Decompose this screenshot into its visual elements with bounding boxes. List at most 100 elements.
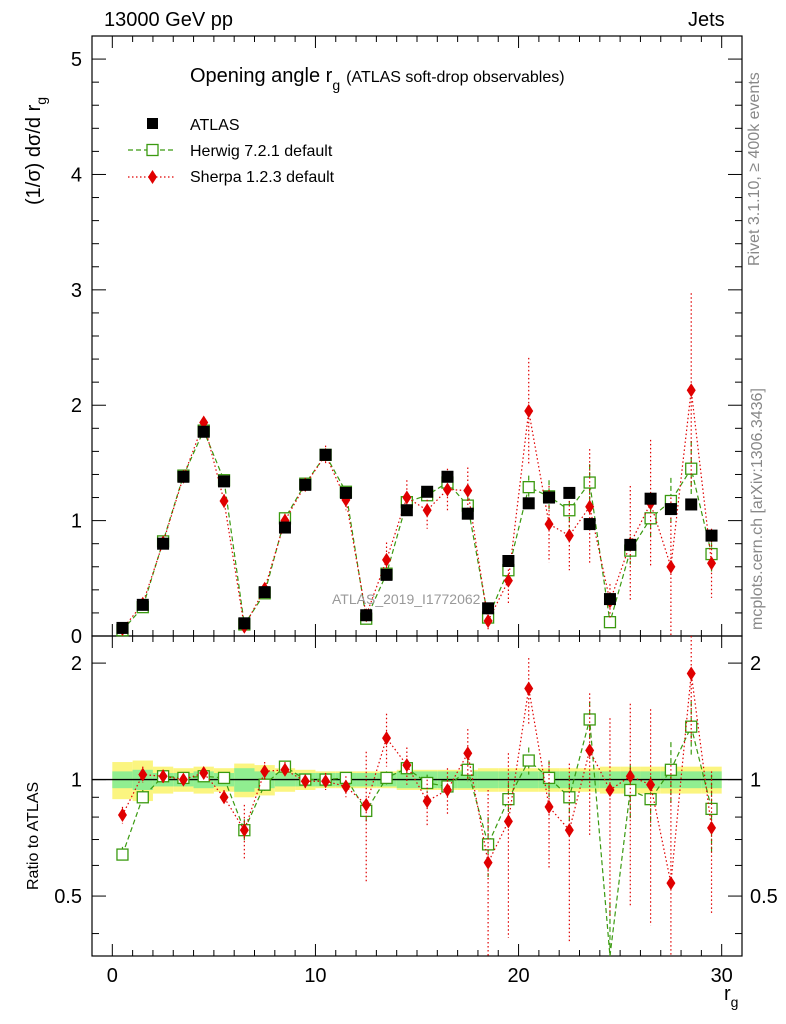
main-y-tick-label: 0 bbox=[71, 626, 82, 648]
sherpa-main-marker bbox=[585, 499, 595, 514]
herwig-ratio-marker bbox=[421, 776, 434, 790]
atlas-main-marker bbox=[644, 492, 657, 505]
mcplots-reference-label: mcplots.cern.ch [arXiv:1306.3436] bbox=[749, 388, 766, 630]
main-y-axis-label: (1/σ) dσ/d rg bbox=[23, 97, 49, 205]
sherpa-main-marker bbox=[402, 490, 412, 505]
sherpa-main-marker bbox=[483, 614, 493, 628]
analysis-watermark: ATLAS_2019_I1772062 bbox=[332, 591, 481, 607]
herwig-ratio-marker bbox=[481, 838, 495, 851]
atlas-main-marker bbox=[339, 486, 352, 499]
herwig-main-marker bbox=[685, 462, 698, 475]
sherpa-ratio-marker bbox=[382, 731, 392, 746]
atlas-main-marker bbox=[421, 485, 434, 498]
sherpa-ratio-marker bbox=[483, 855, 493, 870]
sherpa-ratio-marker bbox=[239, 823, 249, 838]
sherpa-main-marker bbox=[422, 503, 432, 518]
ratio-y-tick-label-right: 1 bbox=[750, 770, 761, 792]
sherpa-ratio-marker bbox=[585, 743, 595, 758]
atlas-main-marker bbox=[299, 478, 312, 491]
legend-herwig-marker bbox=[146, 143, 159, 157]
legend-herwig-label: Herwig 7.2.1 default bbox=[190, 143, 333, 160]
main-series-group bbox=[116, 293, 718, 637]
sherpa-ratio-marker bbox=[422, 794, 432, 809]
atlas-main-marker bbox=[116, 621, 129, 634]
herwig-ratio-line bbox=[121, 719, 713, 957]
sherpa-ratio-marker bbox=[260, 764, 270, 779]
atlas-main-marker bbox=[482, 602, 495, 615]
ratio-y-tick-label: 2 bbox=[71, 653, 82, 675]
atlas-main-marker bbox=[319, 448, 332, 461]
sherpa-main-marker bbox=[524, 404, 534, 418]
ratio-y-tick-label: 1 bbox=[71, 770, 82, 792]
atlas-main-marker bbox=[400, 504, 413, 517]
sherpa-ratio-marker bbox=[321, 774, 331, 789]
atlas-main-marker bbox=[177, 470, 190, 483]
atlas-main-marker bbox=[197, 425, 210, 438]
atlas-main-marker bbox=[380, 568, 393, 581]
rivet-version-label: Rivet 3.1.10, ≥ 400k events bbox=[746, 72, 763, 266]
sherpa-ratio-marker bbox=[341, 779, 351, 794]
atlas-main-marker bbox=[258, 586, 271, 599]
herwig-main-line bbox=[122, 429, 713, 631]
atlas-main-marker bbox=[522, 497, 535, 510]
herwig-ratio-marker bbox=[258, 778, 271, 791]
atlas-main-marker bbox=[360, 609, 373, 622]
x-tick-label: 20 bbox=[507, 965, 529, 987]
sherpa-ratio-marker bbox=[646, 777, 656, 792]
herwig-ratio-marker bbox=[116, 848, 129, 861]
sherpa-main-marker bbox=[219, 494, 229, 508]
sherpa-ratio-marker bbox=[117, 807, 127, 822]
chart-title: Opening angle rg (ATLAS soft-drop observa… bbox=[190, 65, 565, 93]
sherpa-ratio-marker bbox=[280, 762, 290, 777]
sherpa-ratio-marker bbox=[463, 746, 473, 761]
ratio-y-tick-label: 0.5 bbox=[54, 886, 82, 908]
atlas-main-marker bbox=[563, 486, 576, 499]
herwig-ratio-marker bbox=[380, 771, 393, 785]
herwig-ratio-marker bbox=[502, 793, 515, 806]
atlas-main-marker bbox=[157, 537, 170, 550]
ratio-y-tick-label-right: 0.5 bbox=[750, 886, 778, 908]
main-y-tick-label: 4 bbox=[71, 164, 82, 186]
x-tick-label: 0 bbox=[107, 965, 118, 987]
atlas-main-marker bbox=[664, 503, 677, 516]
sherpa-main-marker bbox=[503, 573, 513, 588]
sherpa-main-marker bbox=[564, 528, 574, 543]
atlas-main-marker bbox=[238, 617, 251, 630]
sherpa-ratio-marker bbox=[138, 767, 148, 782]
sherpa-main-marker bbox=[686, 383, 696, 398]
tick-group: 0 10 20 30 0 1 2 3 4 5 0.5 0.5 1 1 2 2 bbox=[54, 35, 778, 987]
atlas-main-marker bbox=[218, 475, 231, 488]
legend-atlas-marker bbox=[147, 118, 158, 129]
sherpa-ratio-marker bbox=[442, 782, 452, 797]
atlas-main-marker bbox=[502, 555, 515, 567]
sherpa-ratio-marker bbox=[666, 876, 676, 891]
sherpa-main-marker bbox=[442, 482, 452, 497]
process-label: Jets bbox=[688, 9, 725, 31]
x-axis-label: rg bbox=[724, 983, 738, 1010]
atlas-main-marker bbox=[278, 521, 291, 534]
sherpa-ratio-line bbox=[121, 673, 713, 884]
collision-energy-label: 13000 GeV pp bbox=[104, 9, 233, 31]
main-y-tick-label: 3 bbox=[71, 280, 82, 302]
herwig-main-marker bbox=[522, 481, 535, 494]
sherpa-main-marker bbox=[463, 483, 473, 498]
ratio-y-tick-label-right: 2 bbox=[750, 653, 761, 675]
sherpa-ratio-marker bbox=[158, 769, 168, 784]
sherpa-ratio-marker bbox=[544, 799, 554, 814]
atlas-main-marker bbox=[136, 598, 149, 611]
sherpa-ratio-marker bbox=[199, 765, 209, 780]
sherpa-ratio-marker bbox=[625, 769, 635, 784]
sherpa-main-marker bbox=[666, 559, 676, 574]
herwig-main-marker bbox=[603, 616, 617, 629]
sherpa-ratio-marker bbox=[503, 814, 513, 829]
atlas-main-marker bbox=[624, 538, 637, 551]
legend: ATLAS Herwig 7.2.1 default Sherpa 1.2.3 … bbox=[128, 117, 335, 186]
x-tick-label: 10 bbox=[304, 965, 326, 987]
sherpa-main-marker bbox=[382, 552, 392, 567]
sherpa-main-marker bbox=[544, 517, 554, 532]
atlas-main-marker bbox=[685, 498, 698, 511]
sherpa-ratio-marker bbox=[300, 774, 310, 789]
herwig-ratio-marker bbox=[624, 783, 637, 797]
herwig-ratio-marker bbox=[522, 754, 535, 767]
sherpa-ratio-marker bbox=[686, 666, 696, 681]
